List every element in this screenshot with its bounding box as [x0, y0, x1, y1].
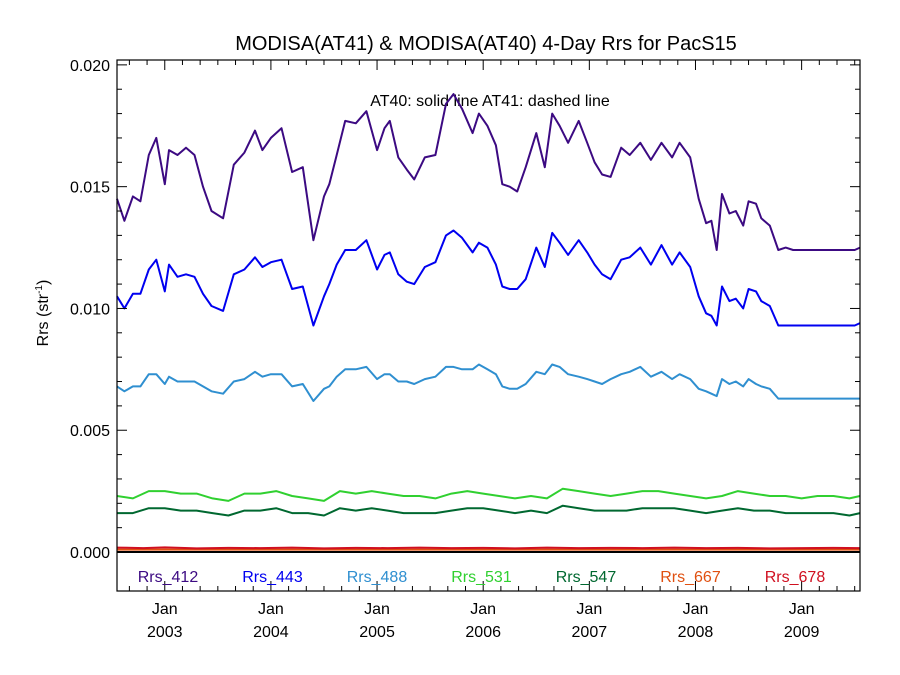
x-tick-year-label: 2009: [784, 624, 820, 641]
legend-entry-rrs-547: Rrs_547: [556, 569, 617, 586]
plot-lines: [116, 93, 861, 554]
x-tick-month-label: Jan: [364, 601, 390, 618]
x-tick-year-label: 2008: [678, 624, 714, 641]
y-tick-label: 0.020: [70, 58, 110, 75]
x-tick-year-label: 2003: [147, 624, 183, 641]
y-axis-label: Rrs (str-1): [34, 280, 52, 347]
plot-frame: [116, 59, 861, 592]
y-tick-label: 0.015: [70, 180, 110, 197]
x-tick-year-label: 2007: [572, 624, 608, 641]
x-tick-month-label: Jan: [576, 601, 602, 618]
series-line-rrs-547: [117, 504, 861, 517]
legend-entry-rrs-531: Rrs_531: [451, 569, 512, 586]
series-line-rrs-678: [116, 546, 861, 550]
series-line-rrs-443: [116, 229, 861, 327]
y-axis-label-base: Rrs (str: [35, 293, 52, 346]
y-tick-label: 0.010: [70, 301, 110, 318]
x-tick-year-label: 2006: [465, 624, 501, 641]
series-line-rrs-488: [116, 363, 860, 402]
legend-entry-rrs-678: Rrs_678: [765, 569, 826, 586]
legend-entry-rrs-488: Rrs_488: [347, 569, 408, 586]
series-line-rrs-531: [116, 487, 861, 502]
x-tick-month-label: Jan: [470, 601, 496, 618]
legend-entry-rrs-667: Rrs_667: [660, 569, 721, 586]
x-tick-month-label: Jan: [683, 601, 709, 618]
legend: Rrs_412 Rrs_443 Rrs_488 Rrs_531 Rrs_547 Rrs_6…: [138, 569, 826, 586]
x-tick-year-label: 2004: [253, 624, 289, 641]
x-tick-month-label: Jan: [152, 601, 178, 618]
axes: 0.000 0.005 0.010 0.015 0.020 Jan 2003 Jan 2004 J…: [70, 58, 861, 641]
y-tick-label: 0.005: [70, 423, 110, 440]
series-line-rrs-412: [116, 93, 861, 251]
x-tick-month-label: Jan: [789, 601, 815, 618]
x-tick-year-label: 2005: [359, 624, 395, 641]
y-axis-label-close: ): [35, 280, 52, 285]
chart-title: MODISA(AT41) & MODISA(AT40) 4-Day Rrs fo…: [235, 33, 737, 55]
legend-entry-rrs-412: Rrs_412: [138, 569, 199, 586]
x-tick-month-label: Jan: [258, 601, 284, 618]
y-axis-label-superscript: -1: [34, 285, 45, 294]
line-style-annotation: AT40: solid line AT41: dashed line: [370, 93, 610, 110]
y-tick-label: 0.000: [70, 545, 110, 562]
legend-entry-rrs-443: Rrs_443: [242, 569, 303, 586]
